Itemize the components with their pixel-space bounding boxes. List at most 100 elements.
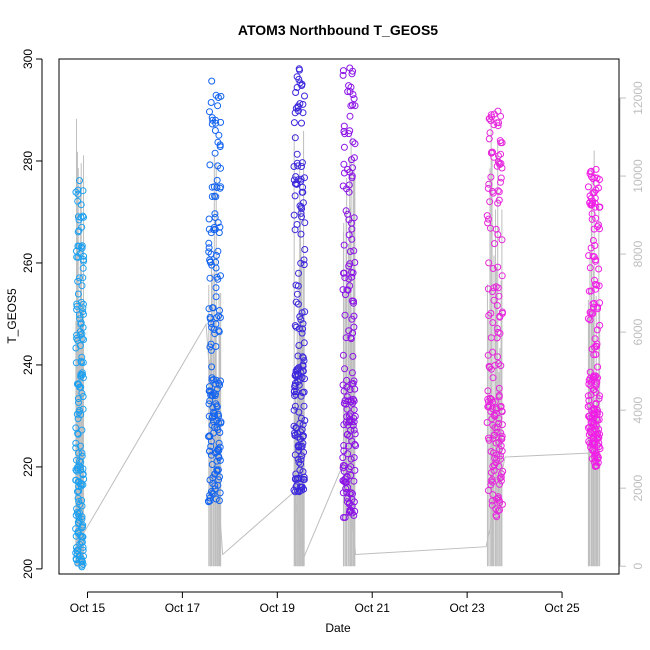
data-point: [297, 369, 305, 377]
data-point: [74, 290, 82, 298]
data-point: [493, 302, 501, 309]
data-point: [586, 308, 594, 316]
data-point: [346, 260, 354, 268]
data-point: [494, 328, 502, 336]
data-point: [347, 471, 355, 479]
data-point: [489, 421, 497, 429]
data-point: [72, 439, 80, 447]
y-axis-label: T_GEOS5: [5, 288, 19, 344]
data-point: [78, 426, 86, 434]
data-point: [76, 328, 84, 336]
data-point: [483, 419, 491, 426]
data-point: [79, 274, 87, 282]
data-point: [350, 477, 358, 485]
data-point: [345, 231, 353, 239]
data-point: [587, 391, 595, 399]
data-point: [497, 150, 505, 158]
data-point: [297, 175, 305, 183]
data-point: [212, 284, 220, 292]
data-point: [341, 514, 349, 521]
data-point: [494, 263, 502, 271]
axes-layer: Oct 15 Oct 17 Oct 19 Oct 21 Oct 23 Oct 25 200 2…: [21, 49, 645, 615]
y2-tick-label: 4000: [631, 396, 645, 423]
data-point: [79, 393, 87, 401]
data-point: [294, 162, 302, 170]
data-point: [291, 488, 299, 496]
data-point: [78, 335, 86, 343]
data-point: [495, 438, 503, 446]
data-point: [348, 172, 356, 180]
data-point: [73, 331, 81, 339]
data-point: [297, 456, 305, 463]
data-point: [590, 458, 598, 466]
data-point: [344, 421, 352, 429]
data-point: [592, 382, 600, 390]
data-point: [591, 451, 599, 459]
data-point: [211, 392, 219, 400]
data-point: [74, 228, 82, 236]
altitude-layer: [75, 118, 601, 567]
data-point: [292, 89, 300, 96]
data-point: [585, 287, 593, 295]
data-point: [351, 259, 359, 266]
data-point: [344, 483, 352, 491]
plot-frame: [58, 58, 620, 575]
data-point: [587, 382, 595, 390]
data-point: [206, 108, 213, 116]
data-point: [294, 442, 302, 449]
data-point: [76, 250, 84, 258]
data-point: [342, 334, 350, 342]
data-point: [487, 309, 495, 317]
data-point: [290, 163, 298, 170]
data-point: [216, 381, 224, 389]
data-point: [346, 248, 354, 255]
data-point: [79, 264, 87, 272]
data-point: [497, 139, 505, 147]
data-point: [205, 244, 213, 252]
data-point: [215, 476, 223, 484]
data-point: [79, 300, 87, 308]
data-point: [343, 472, 351, 480]
data-point: [72, 544, 80, 551]
data-point: [486, 394, 494, 402]
data-point: [207, 387, 215, 395]
data-point: [495, 360, 503, 368]
x-tick-label: Oct 19: [260, 601, 296, 615]
data-point: [206, 383, 213, 391]
data-point: [212, 343, 220, 350]
data-point: [587, 201, 595, 209]
data-point: [488, 476, 496, 483]
data-point: [493, 325, 501, 332]
data-point: [348, 437, 356, 445]
data-point: [591, 203, 599, 211]
data-point: [497, 452, 504, 460]
data-point: [293, 150, 301, 158]
data-point: [344, 210, 352, 218]
data-point: [74, 190, 82, 198]
data-point: [215, 131, 223, 139]
data-point: [216, 314, 224, 321]
data-point: [211, 482, 219, 490]
data-point: [72, 556, 80, 564]
data-point: [593, 281, 601, 289]
data-point: [293, 73, 301, 81]
data-point: [208, 114, 216, 122]
data-point: [299, 109, 307, 117]
data-point: [74, 494, 82, 502]
data-point: [213, 403, 221, 411]
data-point: [484, 487, 492, 494]
data-point: [339, 71, 347, 79]
data-point: [498, 272, 506, 280]
data-point: [590, 351, 598, 359]
data-point: [344, 450, 352, 458]
y2-tick-label: 8000: [631, 240, 645, 267]
x-tick-label: Oct 15: [70, 601, 106, 615]
data-point: [72, 344, 80, 352]
data-point: [296, 313, 304, 321]
data-point: [213, 314, 221, 322]
data-point: [72, 359, 80, 367]
data-point: [205, 215, 213, 223]
data-point: [290, 211, 298, 219]
data-point: [350, 323, 358, 331]
data-point: [586, 264, 594, 272]
